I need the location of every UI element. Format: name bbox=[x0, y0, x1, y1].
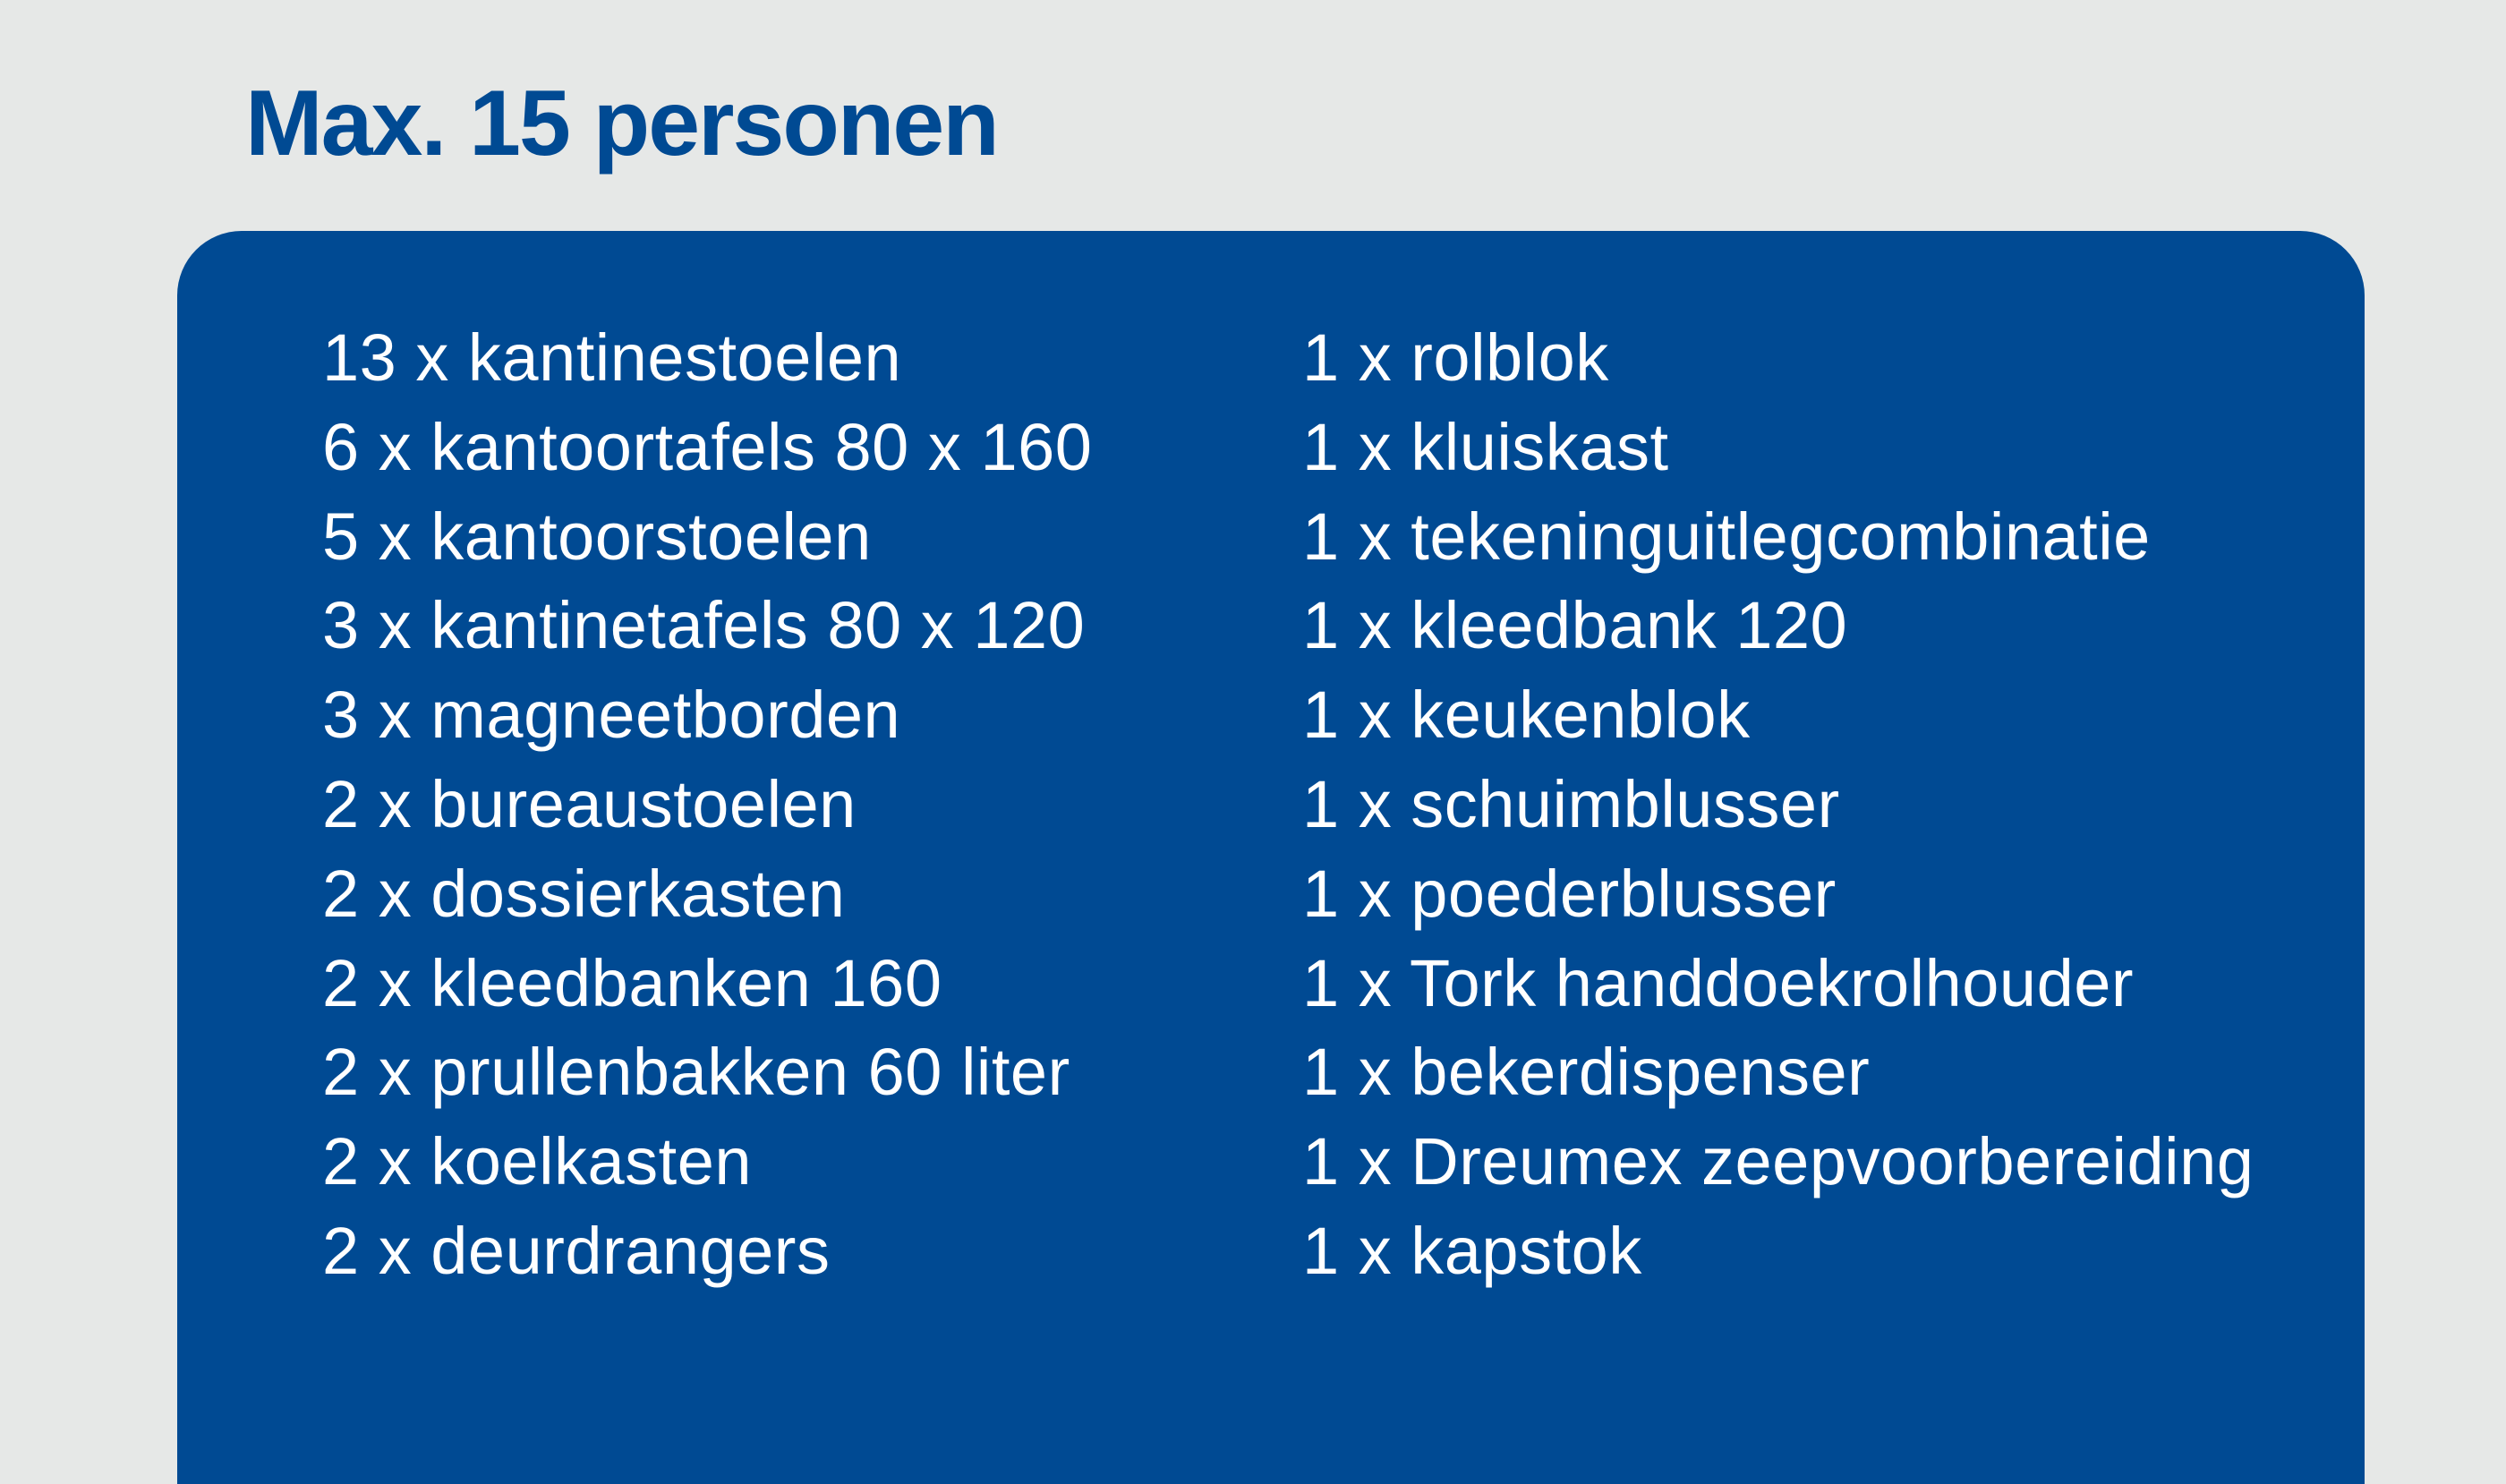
list-item: 6 x kantoortafels 80 x 160 bbox=[322, 409, 1093, 484]
list-item: 2 x bureaustoelen bbox=[322, 766, 857, 841]
list-item: 13 x kantinestoelen bbox=[322, 320, 902, 395]
list-item: 1 x rolblok bbox=[1302, 320, 1609, 395]
list-item: 1 x poederblusser bbox=[1302, 856, 1837, 931]
list-item: 1 x kleedbank 120 bbox=[1302, 588, 1848, 663]
list-item: 1 x schuimblusser bbox=[1302, 766, 1840, 841]
list-item: 1 x bekerdispenser bbox=[1302, 1035, 1871, 1110]
list-item: 1 x kluiskast bbox=[1302, 409, 1669, 484]
inventory-panel: 13 x kantinestoelen 6 x kantoortafels 80… bbox=[177, 231, 2365, 1484]
list-item: 2 x dossierkasten bbox=[322, 856, 846, 931]
list-item: 1 x Tork handdoekrolhouder bbox=[1302, 945, 2135, 1020]
list-item: 1 x Dreumex zeepvoorbereiding bbox=[1302, 1124, 2255, 1199]
list-item: 2 x kleedbanken 160 bbox=[322, 945, 942, 1020]
list-item: 1 x keukenblok bbox=[1302, 678, 1751, 753]
page-title: Max. 15 personen bbox=[245, 72, 1000, 175]
list-item: 2 x deurdrangers bbox=[322, 1213, 831, 1288]
list-item: 3 x magneetborden bbox=[322, 678, 901, 753]
list-item: 1 x tekeninguitlegcombinatie bbox=[1302, 499, 2151, 574]
list-item: 2 x prullenbakken 60 liter bbox=[322, 1035, 1070, 1110]
list-item: 3 x kantinetafels 80 x 120 bbox=[322, 588, 1086, 663]
list-item: 5 x kantoorstoelen bbox=[322, 499, 872, 574]
inventory-list-left: 13 x kantinestoelen 6 x kantoortafels 80… bbox=[322, 313, 1092, 1296]
list-item: 2 x koelkasten bbox=[322, 1124, 753, 1199]
inventory-list-right: 1 x rolblok 1 x kluiskast 1 x tekeningui… bbox=[1302, 313, 2254, 1296]
list-item: 1 x kapstok bbox=[1302, 1213, 1642, 1288]
